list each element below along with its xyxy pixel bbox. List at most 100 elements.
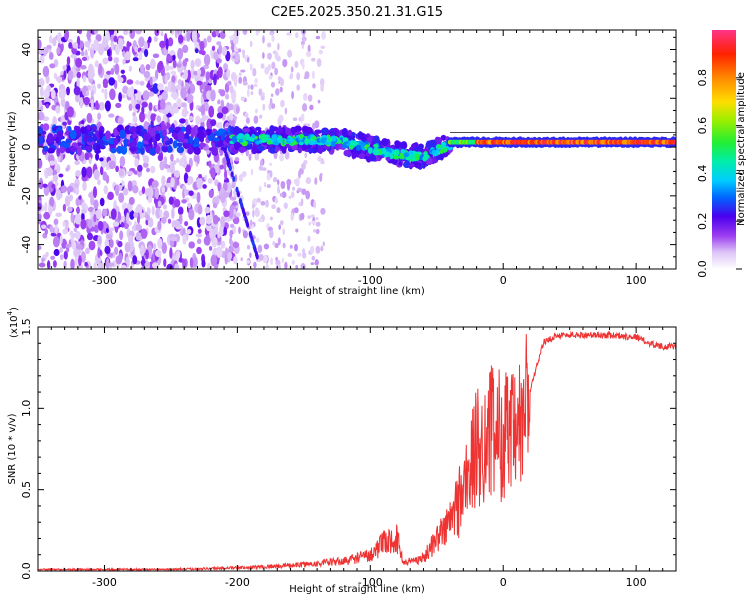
spectral-cell bbox=[347, 129, 353, 136]
spectral-cell bbox=[97, 112, 102, 121]
spectral-cell bbox=[212, 214, 219, 225]
spectral-cell bbox=[307, 235, 311, 242]
spectral-cell bbox=[95, 152, 100, 161]
spectral-cell bbox=[269, 32, 274, 36]
spectral-cell bbox=[75, 187, 80, 196]
spectral-cell bbox=[211, 147, 218, 156]
spectral-cell bbox=[145, 249, 149, 260]
spectral-cell bbox=[210, 119, 217, 127]
spectral-cell bbox=[147, 36, 152, 44]
spectral-cell bbox=[162, 129, 167, 138]
spectral-cell bbox=[167, 218, 172, 224]
spectral-cell bbox=[78, 30, 83, 35]
spectral-cell bbox=[50, 232, 57, 237]
spectral-cell bbox=[223, 147, 227, 154]
spectral-cell bbox=[91, 83, 96, 90]
spectral-cell bbox=[277, 185, 280, 194]
spectral-cell bbox=[48, 52, 54, 60]
spectral-cell bbox=[166, 167, 171, 173]
spectral-cell bbox=[322, 241, 326, 247]
spectrogram-x-ticks: -300 -200 -100 0 100 bbox=[50, 30, 677, 287]
spectral-cell bbox=[200, 104, 206, 115]
spectral-cell bbox=[132, 57, 139, 62]
spectral-cell bbox=[196, 191, 201, 204]
x-tick-label: 0 bbox=[500, 576, 507, 589]
spectral-cell bbox=[80, 251, 86, 263]
spectral-cell bbox=[75, 170, 82, 177]
spectral-cell bbox=[317, 156, 322, 162]
spectral-cell bbox=[300, 198, 304, 206]
spectral-cell bbox=[86, 232, 94, 241]
spectral-cell bbox=[255, 30, 261, 34]
spectral-cell bbox=[138, 51, 143, 61]
spectral-cell bbox=[50, 89, 56, 100]
spectral-cell bbox=[314, 177, 318, 185]
spectral-cell bbox=[255, 140, 260, 145]
spectral-cell bbox=[174, 126, 182, 132]
spectral-cell bbox=[153, 125, 162, 132]
spectral-cell bbox=[287, 252, 293, 258]
spectral-cell bbox=[98, 63, 103, 75]
spectral-cell bbox=[282, 228, 286, 235]
spectral-cell bbox=[52, 236, 60, 248]
spectral-cell bbox=[111, 251, 116, 258]
spectral-cell bbox=[88, 240, 96, 251]
spectral-cell bbox=[95, 208, 102, 220]
spectral-cell bbox=[60, 185, 68, 193]
spectral-cell bbox=[200, 50, 206, 56]
spectral-cell bbox=[238, 226, 241, 234]
spectral-cell bbox=[176, 250, 181, 257]
spectral-cell bbox=[162, 204, 168, 210]
spectral-cell bbox=[124, 241, 131, 253]
spectral-cell bbox=[243, 30, 248, 34]
spectral-cell bbox=[170, 177, 175, 188]
spectral-cell bbox=[315, 245, 321, 254]
spectral-cell bbox=[227, 251, 233, 260]
spectral-cell bbox=[201, 259, 206, 268]
spectral-cell bbox=[202, 184, 207, 189]
spectral-cell bbox=[183, 68, 188, 80]
colorbar-tick-label: 0.0 bbox=[696, 260, 709, 278]
spectral-cell bbox=[58, 192, 63, 199]
spectral-cell bbox=[282, 242, 286, 249]
spectral-cell bbox=[230, 240, 234, 250]
spectral-cell bbox=[309, 104, 314, 111]
spectral-cell bbox=[43, 211, 51, 220]
spectral-cell bbox=[219, 30, 226, 40]
spectral-cell bbox=[62, 220, 66, 227]
spectral-cell bbox=[40, 85, 44, 98]
spectral-cell bbox=[38, 39, 42, 50]
spectral-cell bbox=[119, 155, 126, 168]
spectral-cell bbox=[262, 35, 265, 44]
spectral-cell bbox=[148, 91, 155, 97]
spectral-cell bbox=[83, 96, 90, 106]
spectral-cell bbox=[60, 97, 66, 108]
spectral-cell bbox=[97, 83, 102, 89]
spectral-cell bbox=[279, 193, 283, 197]
spectral-cell bbox=[154, 249, 162, 258]
spectral-cell bbox=[229, 223, 235, 229]
spectral-cell bbox=[88, 191, 94, 199]
spectral-cell bbox=[237, 48, 242, 53]
spectral-cell bbox=[313, 200, 316, 209]
spectral-cell bbox=[74, 247, 81, 257]
spectral-cell bbox=[259, 114, 263, 119]
spectral-cell bbox=[188, 208, 195, 221]
spectral-cell bbox=[250, 168, 254, 176]
spectral-cell bbox=[127, 87, 133, 98]
spectral-cell bbox=[182, 59, 188, 67]
spectral-cell bbox=[102, 171, 108, 181]
spectral-cell bbox=[315, 221, 321, 227]
spectral-cell bbox=[53, 248, 60, 257]
spectral-cell bbox=[431, 149, 437, 154]
spectral-cell bbox=[101, 88, 105, 94]
spectral-cell bbox=[102, 78, 109, 87]
spectral-cell bbox=[182, 234, 187, 245]
spectral-cell bbox=[157, 83, 164, 91]
spectral-cell bbox=[102, 208, 108, 217]
spectral-cell bbox=[86, 30, 91, 41]
spectral-cell bbox=[139, 63, 145, 75]
spectral-cell bbox=[264, 66, 270, 75]
spectral-cell bbox=[142, 90, 150, 101]
spectral-cell bbox=[190, 127, 196, 137]
